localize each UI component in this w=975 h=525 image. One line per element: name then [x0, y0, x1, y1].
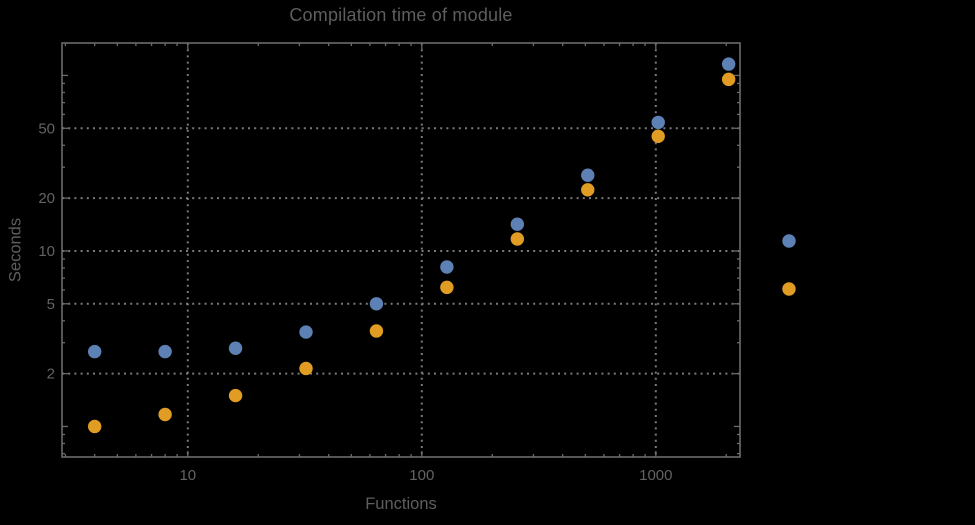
point-series-2-x2048 [721, 72, 736, 87]
point-series-1-x8 [158, 344, 172, 359]
point-series-1-x32 [299, 325, 313, 339]
y-tick-label: 5 [47, 296, 55, 313]
point-series-1-x1024 [651, 115, 665, 130]
legend-marker-series-1 [782, 234, 796, 248]
point-series-1-x64 [369, 297, 384, 311]
point-series-2-x32 [299, 361, 313, 376]
point-series-2-x1024 [651, 129, 665, 143]
x-tick-label: 1000 [639, 467, 672, 484]
y-tick-label: 2 [47, 366, 55, 383]
point-series-2-x256 [510, 232, 525, 246]
point-series-1-x4 [87, 344, 102, 359]
point-series-1-x16 [228, 341, 243, 355]
point-series-2-x128 [440, 280, 454, 295]
point-series-2-x512 [581, 183, 595, 197]
point-series-1-x256 [510, 217, 525, 231]
x-tick-label: 100 [409, 467, 434, 484]
point-series-2-x4 [87, 419, 102, 434]
y-tick-label: 10 [38, 243, 55, 260]
plot-frame [61, 42, 741, 458]
x-tick-label: 10 [179, 467, 196, 484]
x-axis-label: Functions [365, 495, 437, 513]
y-tick-label: 50 [38, 120, 55, 137]
legend-marker-series-2 [782, 282, 796, 296]
point-series-1-x512 [581, 168, 595, 182]
point-series-1-x128 [440, 260, 454, 274]
point-series-1-x2048 [721, 57, 736, 71]
point-series-2-x16 [228, 388, 243, 403]
point-series-2-x64 [369, 324, 384, 338]
chart-title: Compilation time of module [289, 5, 513, 25]
point-series-2-x8 [158, 407, 172, 422]
y-tick-label: 20 [38, 190, 55, 207]
